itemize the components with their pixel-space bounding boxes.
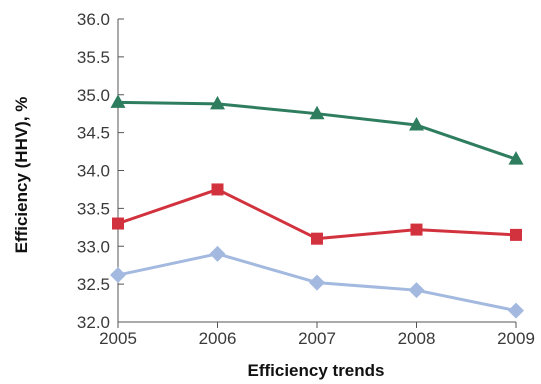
- y-tick-label: 35.5: [77, 48, 110, 67]
- square-marker: [410, 223, 423, 236]
- diamond-marker: [110, 267, 126, 284]
- square-marker: [211, 183, 224, 196]
- y-tick-label: 35.0: [77, 86, 110, 105]
- square-marker: [311, 232, 323, 245]
- axes: 32.0 32.5 33.0 33.5 34.0 34.5 35.0 35.5 36.0 2005…: [77, 10, 535, 348]
- triangle-marker: [508, 151, 524, 165]
- diamond-marker: [209, 245, 226, 262]
- x-tick-label: 2008: [398, 329, 436, 348]
- y-tick-label: 34.5: [77, 124, 110, 143]
- triangle-marker: [110, 94, 126, 108]
- diamond-marker: [408, 282, 425, 299]
- square-marker: [510, 228, 522, 241]
- x-tick-label: 2006: [199, 329, 237, 348]
- series-layer: [110, 94, 524, 319]
- y-tick-label: 32.5: [77, 275, 110, 294]
- triangle-marker: [210, 95, 225, 110]
- diamond-marker: [309, 274, 325, 291]
- y-tick-label: 34.0: [77, 162, 110, 181]
- triangle-marker: [309, 105, 325, 120]
- series-line-square: [117, 187, 517, 241]
- x-tick-label: 2007: [298, 329, 336, 348]
- y-axis-title: Efficiency (HHV), %: [12, 97, 31, 254]
- y-tick-label: 33.5: [77, 199, 110, 218]
- y-tick-label: 36.0: [77, 10, 110, 29]
- diamond-marker: [508, 302, 524, 319]
- x-tick-label: 2005: [99, 329, 137, 348]
- x-axis-title: Efficiency trends: [248, 361, 385, 380]
- triangle-marker: [409, 117, 424, 131]
- y-tick-label: 33.0: [77, 237, 110, 256]
- square-marker: [112, 217, 124, 230]
- x-tick-label: 2009: [497, 329, 535, 348]
- y-tick-label: 32.0: [77, 313, 110, 332]
